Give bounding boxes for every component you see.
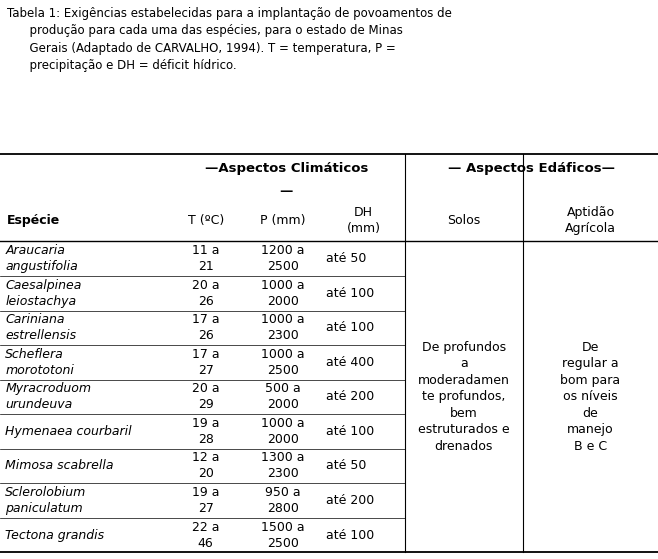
Text: 500 a
2000: 500 a 2000 [265,382,301,411]
Text: até 200: até 200 [326,390,374,404]
Text: De
regular a
bom para
os níveis
de
manejo
B e C: De regular a bom para os níveis de manej… [561,341,620,453]
Text: 12 a
20: 12 a 20 [192,452,219,480]
Text: Aptidão
Agrícola: Aptidão Agrícola [565,206,616,235]
Text: P (mm): P (mm) [260,214,306,227]
Text: 950 a
2800: 950 a 2800 [265,486,301,515]
Text: Solos: Solos [447,214,480,227]
Text: — Aspectos Edáficos—: — Aspectos Edáficos— [448,162,615,175]
Text: 1000 a
2300: 1000 a 2300 [261,314,305,342]
Text: 1000 a
2500: 1000 a 2500 [261,348,305,377]
Text: até 100: até 100 [326,425,374,438]
Text: DH
(mm): DH (mm) [347,206,380,235]
Text: até 200: até 200 [326,494,374,507]
Text: Cariniana
estrellensis: Cariniana estrellensis [5,314,76,342]
Text: 1500 a
2500: 1500 a 2500 [261,520,305,549]
Text: até 50: até 50 [326,252,366,266]
Text: 1300 a
2300: 1300 a 2300 [261,452,305,480]
Text: 1000 a
2000: 1000 a 2000 [261,417,305,446]
Text: 1200 a
2500: 1200 a 2500 [261,244,305,273]
Text: Myracroduom
urundeuva: Myracroduom urundeuva [5,382,91,411]
Text: —: — [280,184,293,198]
Text: 19 a
28: 19 a 28 [192,417,219,446]
Text: —Aspectos Climáticos: —Aspectos Climáticos [205,162,368,175]
Text: Hymenaea courbaril: Hymenaea courbaril [5,425,132,438]
Text: 20 a
26: 20 a 26 [192,279,219,308]
Text: Mimosa scabrella: Mimosa scabrella [5,459,114,472]
Text: até 100: até 100 [326,287,374,300]
Text: 11 a
21: 11 a 21 [192,244,219,273]
Text: Scheflera
morototoni: Scheflera morototoni [5,348,74,377]
Text: Espécie: Espécie [7,214,60,227]
Text: até 100: até 100 [326,321,374,334]
Text: De profundos
a
moderadamen
te profundos,
bem
estruturados e
drenados: De profundos a moderadamen te profundos,… [418,341,510,453]
Text: Sclerolobium
paniculatum: Sclerolobium paniculatum [5,486,86,515]
Text: 17 a
26: 17 a 26 [192,314,219,342]
Text: 20 a
29: 20 a 29 [192,382,219,411]
Text: até 100: até 100 [326,528,374,542]
Text: até 50: até 50 [326,459,366,472]
Text: Caesalpinea
leiostachya: Caesalpinea leiostachya [5,279,82,308]
Text: até 400: até 400 [326,356,374,369]
Text: Tectona grandis: Tectona grandis [5,528,105,542]
Text: 1000 a
2000: 1000 a 2000 [261,279,305,308]
Text: Araucaria
angustifolia: Araucaria angustifolia [5,244,78,273]
Text: 17 a
27: 17 a 27 [192,348,219,377]
Text: 19 a
27: 19 a 27 [192,486,219,515]
Text: T (ºC): T (ºC) [188,214,224,227]
Text: 22 a
46: 22 a 46 [192,520,219,549]
Text: Tabela 1: Exigências estabelecidas para a implantação de povoamentos de
      pr: Tabela 1: Exigências estabelecidas para … [7,7,451,72]
